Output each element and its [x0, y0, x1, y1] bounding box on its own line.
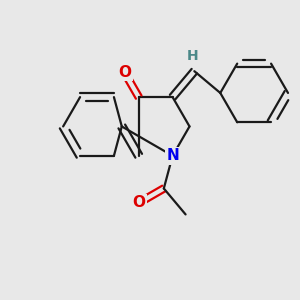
- Text: N: N: [166, 148, 179, 163]
- Text: O: O: [118, 65, 131, 80]
- Text: O: O: [132, 195, 146, 210]
- Text: H: H: [187, 49, 199, 63]
